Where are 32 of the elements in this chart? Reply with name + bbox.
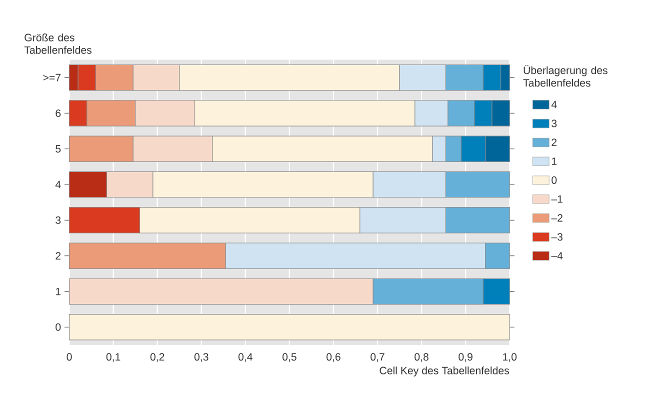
x-tick-label: 0,4 <box>238 353 252 362</box>
legend-label: 3 <box>552 120 557 128</box>
legend-label: –1 <box>551 195 562 203</box>
legend-label: 1 <box>552 158 557 165</box>
legend-title: Überlagerung des Tabellenfeldes <box>523 65 608 87</box>
legend-label: 4 <box>551 100 557 108</box>
x-tick-label: 0,9 <box>458 353 472 362</box>
y-tick-label: 0 <box>56 323 61 331</box>
y-tick-label: 1 <box>56 288 61 296</box>
y-tick-label: >=7 <box>43 74 61 82</box>
legend-label: –3 <box>551 233 563 241</box>
x-tick-label: 0,1 <box>106 353 120 362</box>
x-tick-label: 1,0 <box>503 353 517 362</box>
y-axis-title: Größe des Tabellenfeldes <box>24 34 92 54</box>
y-tick-label: 4 <box>55 180 61 188</box>
y-tick-label: 3 <box>56 216 61 224</box>
x-tick-label: 0,5 <box>282 353 296 362</box>
x-tick-label: 0,8 <box>414 353 428 362</box>
x-tick-label: 0 <box>66 353 72 361</box>
bar <box>69 314 510 340</box>
x-tick-label: 0,6 <box>326 353 340 362</box>
y-tick-label: 5 <box>56 145 61 153</box>
legend-label: –2 <box>551 214 562 222</box>
x-tick-label: 0,3 <box>194 353 208 362</box>
x-axis-title: Cell Key des Tabellenfeldes <box>380 366 510 376</box>
x-tick-label: 0,2 <box>150 353 164 362</box>
legend-label: –4 <box>551 252 563 260</box>
y-tick-label: 6 <box>56 109 61 117</box>
y-tick-label: 2 <box>56 252 61 260</box>
legend-label: 2 <box>552 138 557 146</box>
x-tick-label: 0,7 <box>370 353 384 362</box>
legend-label: 0 <box>552 176 557 184</box>
